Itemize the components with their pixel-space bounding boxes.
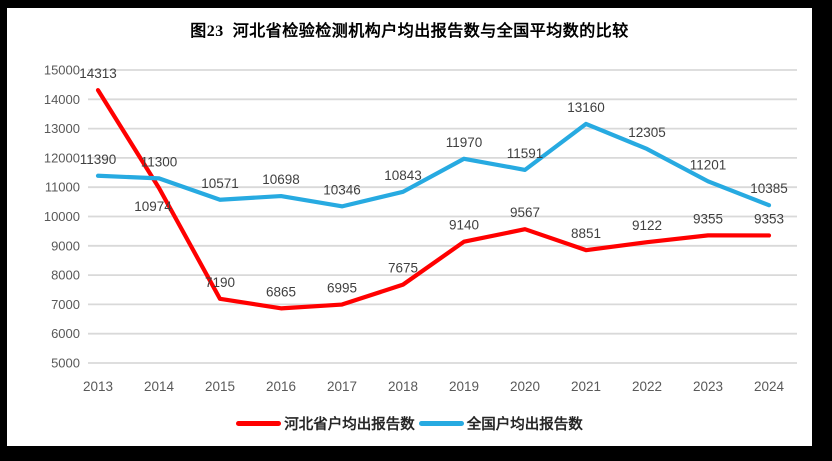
legend-swatch-hebei-line [236,420,282,426]
x-tick-label: 2019 [449,379,479,394]
y-tick-label: 12000 [44,150,80,165]
y-tick-label: 9000 [51,238,80,253]
data-label: 7190 [205,275,235,290]
x-tick-label: 2013 [83,379,113,394]
x-tick-label: 2016 [266,379,296,394]
data-label: 13160 [567,100,605,115]
chart-title: 图23 河北省检验检测机构户均出报告数与全国平均数的比较 [190,23,629,40]
y-tick-label: 14000 [44,92,80,107]
y-tick-label: 6000 [51,326,80,341]
legend-label-hebei: 河北省户均出报告数 [284,416,415,433]
data-label: 10385 [750,181,788,196]
y-tick-label: 5000 [51,356,80,371]
x-tick-label: 2018 [388,379,418,394]
series-line-national [95,121,772,209]
x-tick-label: 2021 [571,379,601,394]
data-label: 9140 [449,218,479,233]
x-tick-label: 2023 [693,379,723,394]
line-chart: 15000 14000 13000 12000 11000 10000 9000 8000 70… [7,8,812,446]
data-label: 9122 [632,218,662,233]
data-label: 11970 [446,135,483,150]
data-label: 14313 [79,66,117,81]
data-label: 10698 [262,172,300,187]
y-tick-label: 13000 [44,121,80,136]
data-label: 11390 [80,152,117,167]
x-tick-label: 2024 [754,379,785,394]
x-tick-label: 2017 [327,379,357,394]
data-label: 10843 [384,168,422,183]
legend-item-national: 全国户均出报告数 [418,413,583,434]
chart-legend: 河北省户均出报告数 全国户均出报告数 [7,411,812,435]
x-tick-label: 2020 [510,379,540,394]
y-tick-label: 10000 [44,209,80,224]
series-line-hebei [95,88,772,311]
y-tick-label: 11000 [45,180,80,195]
legend-label-national: 全国户均出报告数 [466,416,583,433]
line-chart-svg: 15000 14000 13000 12000 11000 10000 9000 8000 70… [44,63,797,394]
data-label: 10571 [201,176,239,191]
legend-swatch-national-line [418,420,464,426]
data-label: 12305 [628,125,666,140]
data-label: 7675 [388,261,418,276]
y-tick-label: 7000 [51,297,80,312]
data-label: 6865 [266,284,296,299]
data-label: 9355 [693,211,723,226]
data-label: 11591 [507,146,544,161]
data-label: 10346 [323,182,361,197]
x-tick-label: 2014 [144,379,175,394]
chart-card: 15000 14000 13000 12000 11000 10000 9000 8000 70… [7,8,812,446]
data-label: 11201 [690,157,727,172]
legend-item-hebei: 河北省户均出报告数 [236,413,415,434]
data-label: 8851 [571,226,601,241]
data-label: 11300 [141,154,178,169]
data-label: 9567 [510,205,540,220]
data-label: 6995 [327,281,357,296]
y-tick-label: 15000 [44,63,80,78]
x-tick-label: 2022 [632,379,662,394]
data-label: 10974 [134,199,172,214]
x-tick-label: 2015 [205,379,235,394]
data-label: 9353 [754,211,784,226]
y-tick-label: 8000 [51,268,80,283]
